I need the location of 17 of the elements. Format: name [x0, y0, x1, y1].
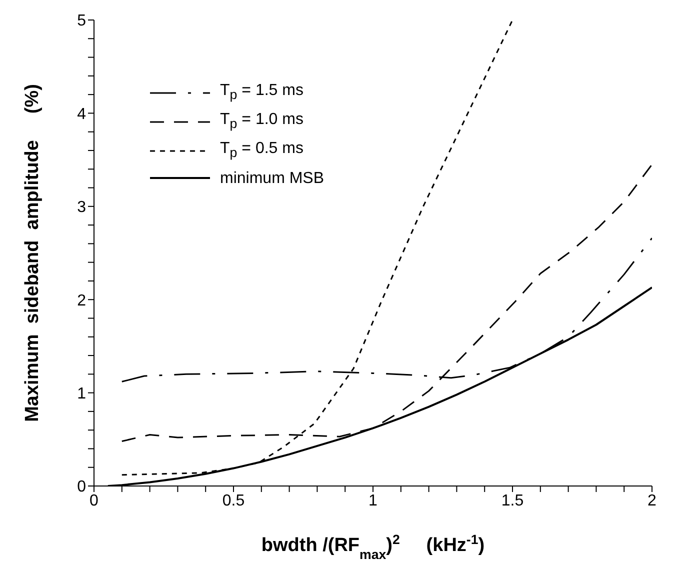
legend-label: minimum MSB — [220, 168, 324, 189]
legend-label: T$_{p}$ = 1.5 ms — [220, 81, 304, 104]
y-tick-label: 4 — [77, 106, 86, 123]
y-tick-label: 1 — [77, 385, 86, 402]
y-tick-label: 2 — [77, 292, 86, 310]
x-tick-label: 1.5 — [501, 492, 524, 510]
y-axis-title: Maximum sideband amplitude (%) — [22, 84, 43, 422]
x-tick-label: 1 — [368, 492, 378, 510]
text: bwdth /(RF$_{max}$)$^{2}$ (kHz$^{-1}$) — [261, 532, 485, 562]
legend-label: T$_{p}$ = 1.0 ms — [220, 110, 304, 134]
x-tick-label: 0.5 — [222, 492, 245, 510]
x-tick-label: 2 — [648, 492, 657, 510]
y-tick-label: 5 — [77, 12, 86, 30]
x-tick-label: 0 — [90, 492, 99, 510]
y-tick-label: 0 — [77, 478, 86, 496]
legend-label: T$_{p}$ = 0.5 ms — [220, 139, 304, 163]
y-tick-label: 3 — [77, 199, 86, 216]
